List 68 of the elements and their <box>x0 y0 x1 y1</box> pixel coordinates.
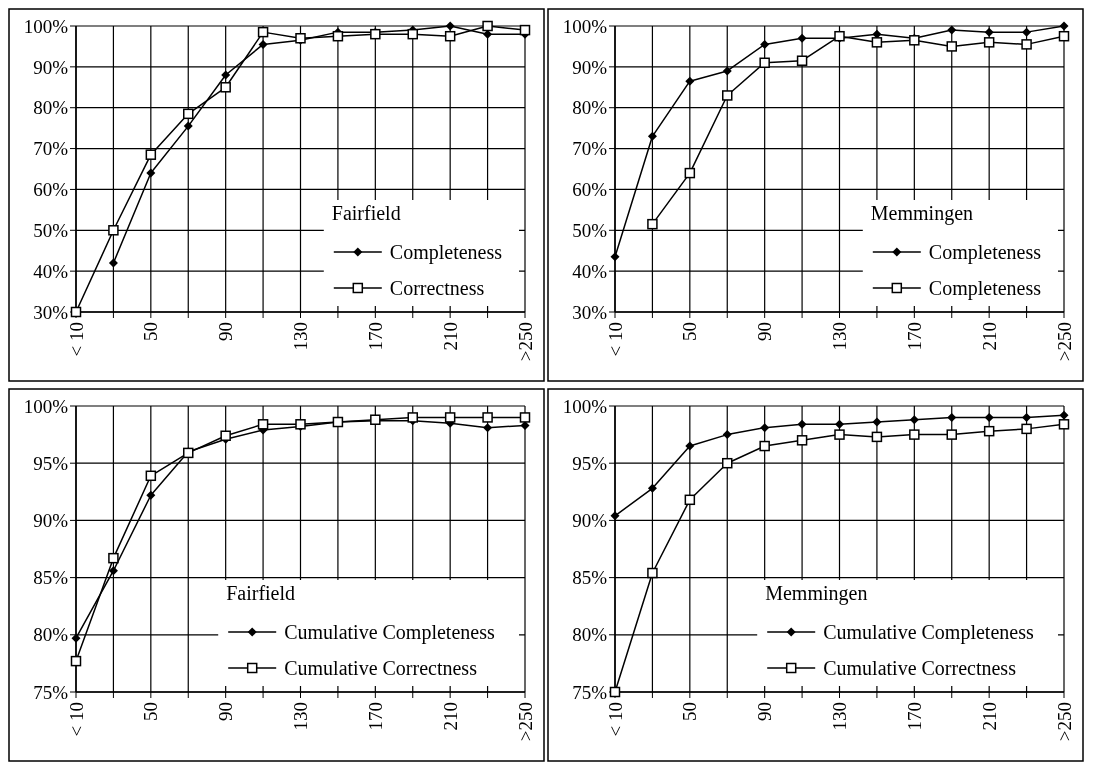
y-tick-label: 70% <box>572 138 608 160</box>
y-tick-label: 80% <box>572 97 608 119</box>
x-tick-label: < 10 <box>604 702 626 737</box>
legend-label: Cumulative Completeness <box>284 621 495 644</box>
y-tick-label: 50% <box>572 219 608 241</box>
x-tick-label: 50 <box>679 702 701 721</box>
legend-label: Completeness <box>928 241 1042 264</box>
y-tick-label: 75% <box>33 681 69 703</box>
legend-title: Fairfield <box>331 202 401 224</box>
legend-label: Cumulative Completeness <box>823 621 1034 644</box>
y-tick-label: 90% <box>572 56 608 78</box>
y-tick-label: 100% <box>23 395 69 417</box>
x-tick-label: 130 <box>829 322 851 351</box>
x-tick-label: 210 <box>978 702 1000 731</box>
x-tick-label: >250 <box>1053 702 1075 742</box>
y-tick-label: 80% <box>572 624 608 646</box>
y-tick-label: 100% <box>23 15 69 37</box>
y-tick-label: 85% <box>572 567 608 589</box>
y-tick-label: 95% <box>33 452 69 474</box>
y-tick-label: 60% <box>572 179 608 201</box>
y-tick-label: 40% <box>572 260 608 282</box>
y-tick-label: 30% <box>33 301 69 323</box>
x-tick-label: 210 <box>439 702 461 731</box>
legend-title: Memmingen <box>870 202 974 225</box>
x-tick-label: 50 <box>140 322 162 341</box>
x-tick-label: 90 <box>754 322 776 341</box>
y-tick-label: 30% <box>572 301 608 323</box>
x-tick-label: 50 <box>140 702 162 721</box>
x-tick-label: < 10 <box>65 702 87 737</box>
x-tick-label: 210 <box>439 322 461 351</box>
legend-label: Completeness <box>389 241 503 264</box>
legend-title: Memmingen <box>765 582 868 605</box>
x-tick-label: >250 <box>514 322 536 362</box>
y-tick-label: 90% <box>33 510 69 532</box>
legend-label: Cumulative Correctness <box>823 657 1017 679</box>
x-tick-label: 210 <box>978 322 1000 351</box>
y-tick-label: 50% <box>33 219 69 241</box>
x-tick-label: 170 <box>903 322 925 351</box>
y-tick-label: 70% <box>33 138 69 160</box>
y-tick-label: 100% <box>562 15 608 37</box>
x-tick-label: 90 <box>215 322 237 341</box>
y-tick-label: 100% <box>562 395 608 417</box>
x-tick-label: 130 <box>290 702 312 731</box>
x-tick-label: 170 <box>903 702 925 731</box>
x-tick-label: 90 <box>754 702 776 721</box>
y-tick-label: 40% <box>33 260 69 282</box>
y-tick-label: 90% <box>572 510 608 532</box>
x-tick-label: 50 <box>679 322 701 341</box>
x-tick-label: 130 <box>290 322 312 351</box>
x-tick-label: 130 <box>829 702 851 731</box>
x-tick-label: < 10 <box>65 322 87 357</box>
x-tick-label: >250 <box>514 702 536 742</box>
legend-label: Completeness <box>928 277 1042 300</box>
legend-title: Fairfield <box>226 582 296 604</box>
x-tick-label: < 10 <box>604 322 626 357</box>
legend-label: Cumulative Correctness <box>284 657 478 679</box>
y-tick-label: 60% <box>33 179 69 201</box>
x-tick-label: 170 <box>364 702 386 731</box>
y-tick-label: 95% <box>572 452 608 474</box>
x-tick-label: 90 <box>215 702 237 721</box>
x-tick-label: >250 <box>1053 322 1075 362</box>
legend-label: Correctness <box>389 277 485 299</box>
x-tick-label: 170 <box>364 322 386 351</box>
y-tick-label: 90% <box>33 56 69 78</box>
y-tick-label: 75% <box>572 681 608 703</box>
y-tick-label: 80% <box>33 624 69 646</box>
y-tick-label: 85% <box>33 567 69 589</box>
y-tick-label: 80% <box>33 97 69 119</box>
